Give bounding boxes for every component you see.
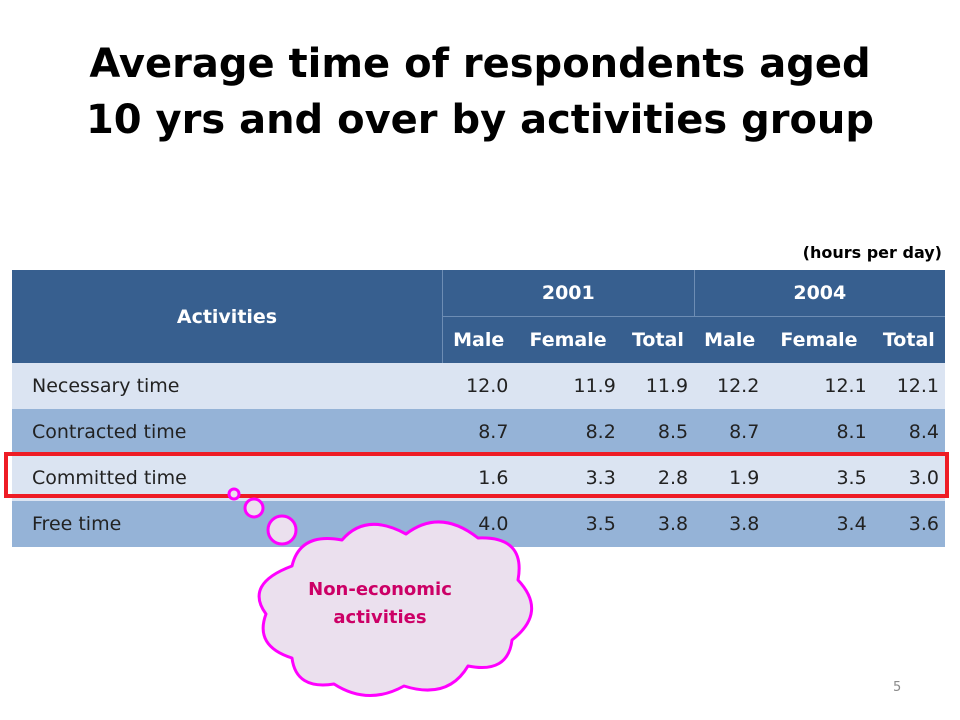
cell-value: 8.2 [514, 409, 622, 455]
thought-bubble-medium [243, 497, 265, 519]
cell-value: 3.5 [765, 455, 873, 501]
cell-value: 8.7 [694, 409, 766, 455]
cloud-shape [257, 520, 534, 697]
unit-note: (hours per day) [802, 243, 942, 262]
cell-value: 3.8 [694, 501, 766, 547]
cell-value: 8.7 [442, 409, 515, 455]
title-line-2: 10 yrs and over by activities group [85, 97, 875, 143]
thought-bubble-large [266, 514, 298, 546]
cell-value: 8.4 [872, 409, 945, 455]
cell-value: 3.3 [514, 455, 622, 501]
cell-value: 3.4 [765, 501, 873, 547]
cell-value: 12.1 [765, 363, 873, 409]
cell-value: 3.8 [621, 501, 695, 547]
thought-bubble-small [227, 487, 241, 501]
activities-column-header: Activities [12, 270, 443, 363]
cell-value: 8.5 [621, 409, 695, 455]
cell-value: 3.6 [872, 501, 945, 547]
cell-value: 12.2 [694, 363, 766, 409]
row-label: Contracted time [12, 409, 443, 455]
subheader-female-2004: Female [765, 316, 873, 363]
slide-title: Average time of respondents aged 10 yrs … [0, 36, 960, 148]
cell-value: 3.0 [872, 455, 945, 501]
cell-value: 1.6 [442, 455, 515, 501]
subheader-male-2001: Male [442, 316, 515, 363]
cell-value: 12.1 [872, 363, 945, 409]
cell-value: 11.9 [621, 363, 695, 409]
table-row-contracted-time: Contracted time 8.7 8.2 8.5 8.7 8.1 8.4 [12, 409, 945, 455]
cell-value: 12.0 [442, 363, 515, 409]
committed-time-highlight-box [4, 452, 949, 498]
activities-table: Activities 2001 2004 Male Female Total M… [12, 270, 945, 547]
page-number: 5 [893, 680, 902, 695]
table-row-committed-time: Committed time 1.6 3.3 2.8 1.9 3.5 3.0 [12, 455, 945, 501]
cell-value: 11.9 [514, 363, 622, 409]
subheader-total-2001: Total [621, 316, 695, 363]
row-label: Necessary time [12, 363, 443, 409]
subheader-female-2001: Female [514, 316, 622, 363]
year-header-2004: 2004 [693, 270, 945, 317]
subheader-total-2004: Total [872, 316, 945, 363]
subheader-male-2004: Male [694, 316, 766, 363]
cell-value: 2.8 [621, 455, 695, 501]
cell-value: 8.1 [765, 409, 873, 455]
row-label: Committed time [12, 455, 443, 501]
callout-line-1: Non-economic [308, 579, 452, 600]
callout-line-2: activities [333, 607, 427, 628]
year-header-2001: 2001 [442, 270, 695, 317]
callout-text: Non-economic activities [282, 576, 478, 632]
table-row-necessary-time: Necessary time 12.0 11.9 11.9 12.2 12.1 … [12, 363, 945, 409]
cell-value: 1.9 [694, 455, 766, 501]
title-line-1: Average time of respondents aged [89, 41, 871, 87]
cell-value: 3.5 [514, 501, 622, 547]
